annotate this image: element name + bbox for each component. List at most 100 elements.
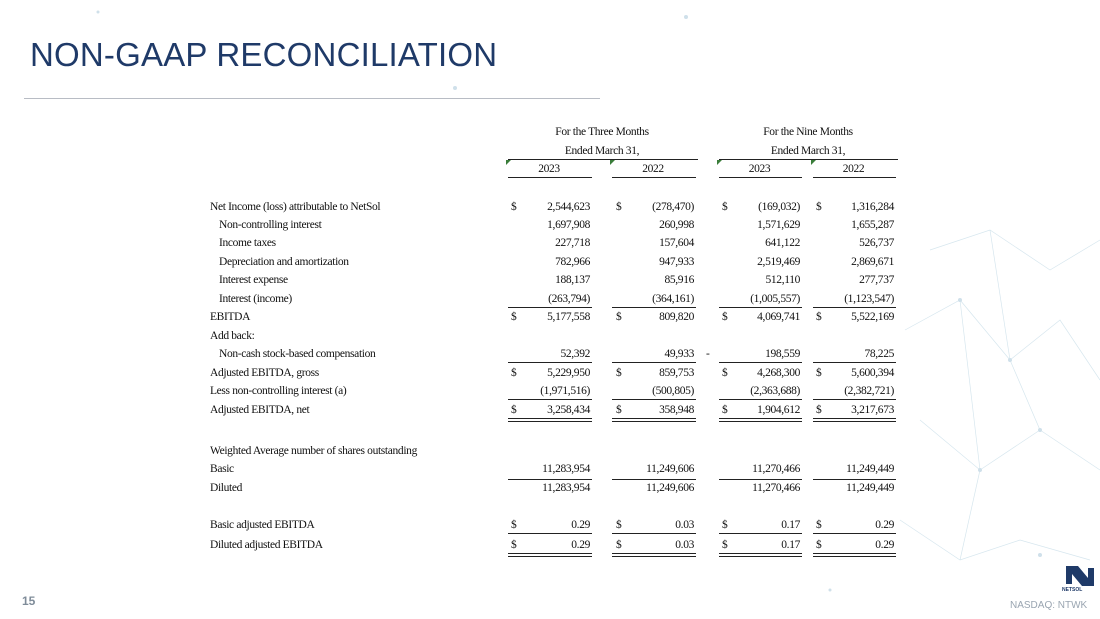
subtotal-rule [612,479,696,480]
value: 5,229,950 [547,367,590,379]
total-rule [508,553,592,557]
row-label: Interest expense [219,274,288,286]
currency-sign: $ [722,404,728,416]
value: 11,270,466 [752,482,800,494]
row-label: Interest (income) [219,293,292,305]
row-label: Net Income (loss) attributable to NetSol [210,201,381,213]
value: 5,600,394 [851,367,894,379]
value: (1,123,547) [844,293,894,305]
currency-sign: $ [616,367,622,379]
value: 5,177,558 [547,311,590,323]
dash: - [706,348,710,360]
value: 277,737 [859,274,894,286]
currency-sign: $ [616,311,622,323]
logo: NETSOL [1062,587,1083,593]
total-rule [612,362,696,363]
subtotal-rule [813,479,896,480]
column-group-heading: For the Three Months [555,126,649,138]
header-marker [610,160,615,165]
total-rule [719,553,802,557]
total-rule [719,307,802,308]
value: 3,217,673 [851,404,894,416]
total-rule [813,533,896,534]
row-label: Add back: [210,330,255,342]
subtotal-rule [719,479,802,480]
row-label: Non-cash stock-based compensation [219,348,376,360]
value: 0.03 [675,519,694,531]
total-rule [612,307,696,308]
value: (2,382,721) [844,385,894,397]
header-rule [719,159,898,160]
year-heading: 2022 [842,163,865,175]
value: 4,268,300 [757,367,800,379]
column-group-heading: For the Nine Months [763,126,853,138]
value: 11,249,606 [646,463,694,475]
value: 49,933 [664,348,694,360]
value: 526,737 [859,237,894,249]
year-rule [508,177,592,178]
currency-sign: $ [816,367,822,379]
row-label: Diluted [210,482,243,494]
value: (1,005,557) [750,293,800,305]
currency-sign: $ [722,539,728,551]
currency-sign: $ [816,311,822,323]
value: 512,110 [765,274,801,286]
value: 11,270,466 [752,463,800,475]
value: (500,805) [652,385,694,397]
value: 260,998 [659,219,694,231]
currency-sign: $ [816,539,822,551]
row-label: Basic [210,463,234,475]
value: 859,753 [659,367,694,379]
subtotal-rule [508,479,592,480]
currency-sign: $ [511,539,517,551]
total-rule [719,399,802,400]
ticker: NASDAQ: NTWK [1010,600,1088,611]
value: 227,718 [555,237,590,249]
value: 2,869,671 [851,256,894,268]
year-heading: 2022 [642,163,664,175]
value: 358,948 [659,404,694,416]
value: 78,225 [864,348,894,360]
total-rule [508,533,592,534]
total-rule [813,307,896,308]
total-rule [719,533,802,534]
currency-sign: $ [722,201,728,213]
currency-sign: $ [511,311,517,323]
total-rule [813,399,896,400]
currency-sign: $ [816,404,822,416]
page-number: 15 [22,594,36,608]
total-rule [813,418,896,422]
row-label: Adjusted EBITDA, gross [210,367,319,379]
value: 641,122 [765,237,800,249]
value: 2,519,469 [757,256,800,268]
total-rule [719,418,802,422]
value: 11,249,606 [646,482,694,494]
value: 0.29 [571,519,590,531]
column-group-heading: Ended March 31, [564,145,640,157]
header-rule [508,159,698,160]
currency-sign: $ [722,311,728,323]
value: 1,316,284 [851,201,894,213]
row-label: Income taxes [219,237,276,249]
value: 1,697,908 [547,219,590,231]
value: 809,820 [659,311,694,323]
currency-sign: $ [722,519,728,531]
row-label: Weighted Average number of shares outsta… [210,445,417,457]
total-rule [612,533,696,534]
value: 11,283,954 [542,482,590,494]
title-rule [24,98,600,99]
value: (2,363,688) [750,385,800,397]
value: 3,258,434 [547,404,590,416]
total-rule [612,553,696,557]
row-label: Adjusted EBITDA, net [210,404,310,416]
header-marker [506,160,511,165]
year-rule [612,177,696,178]
value: (364,161) [652,293,694,305]
year-rule [813,177,896,178]
value: 0.29 [571,539,590,551]
currency-sign: $ [511,367,517,379]
value: 11,283,954 [542,463,590,475]
currency-sign: $ [816,519,822,531]
total-rule [813,553,896,557]
